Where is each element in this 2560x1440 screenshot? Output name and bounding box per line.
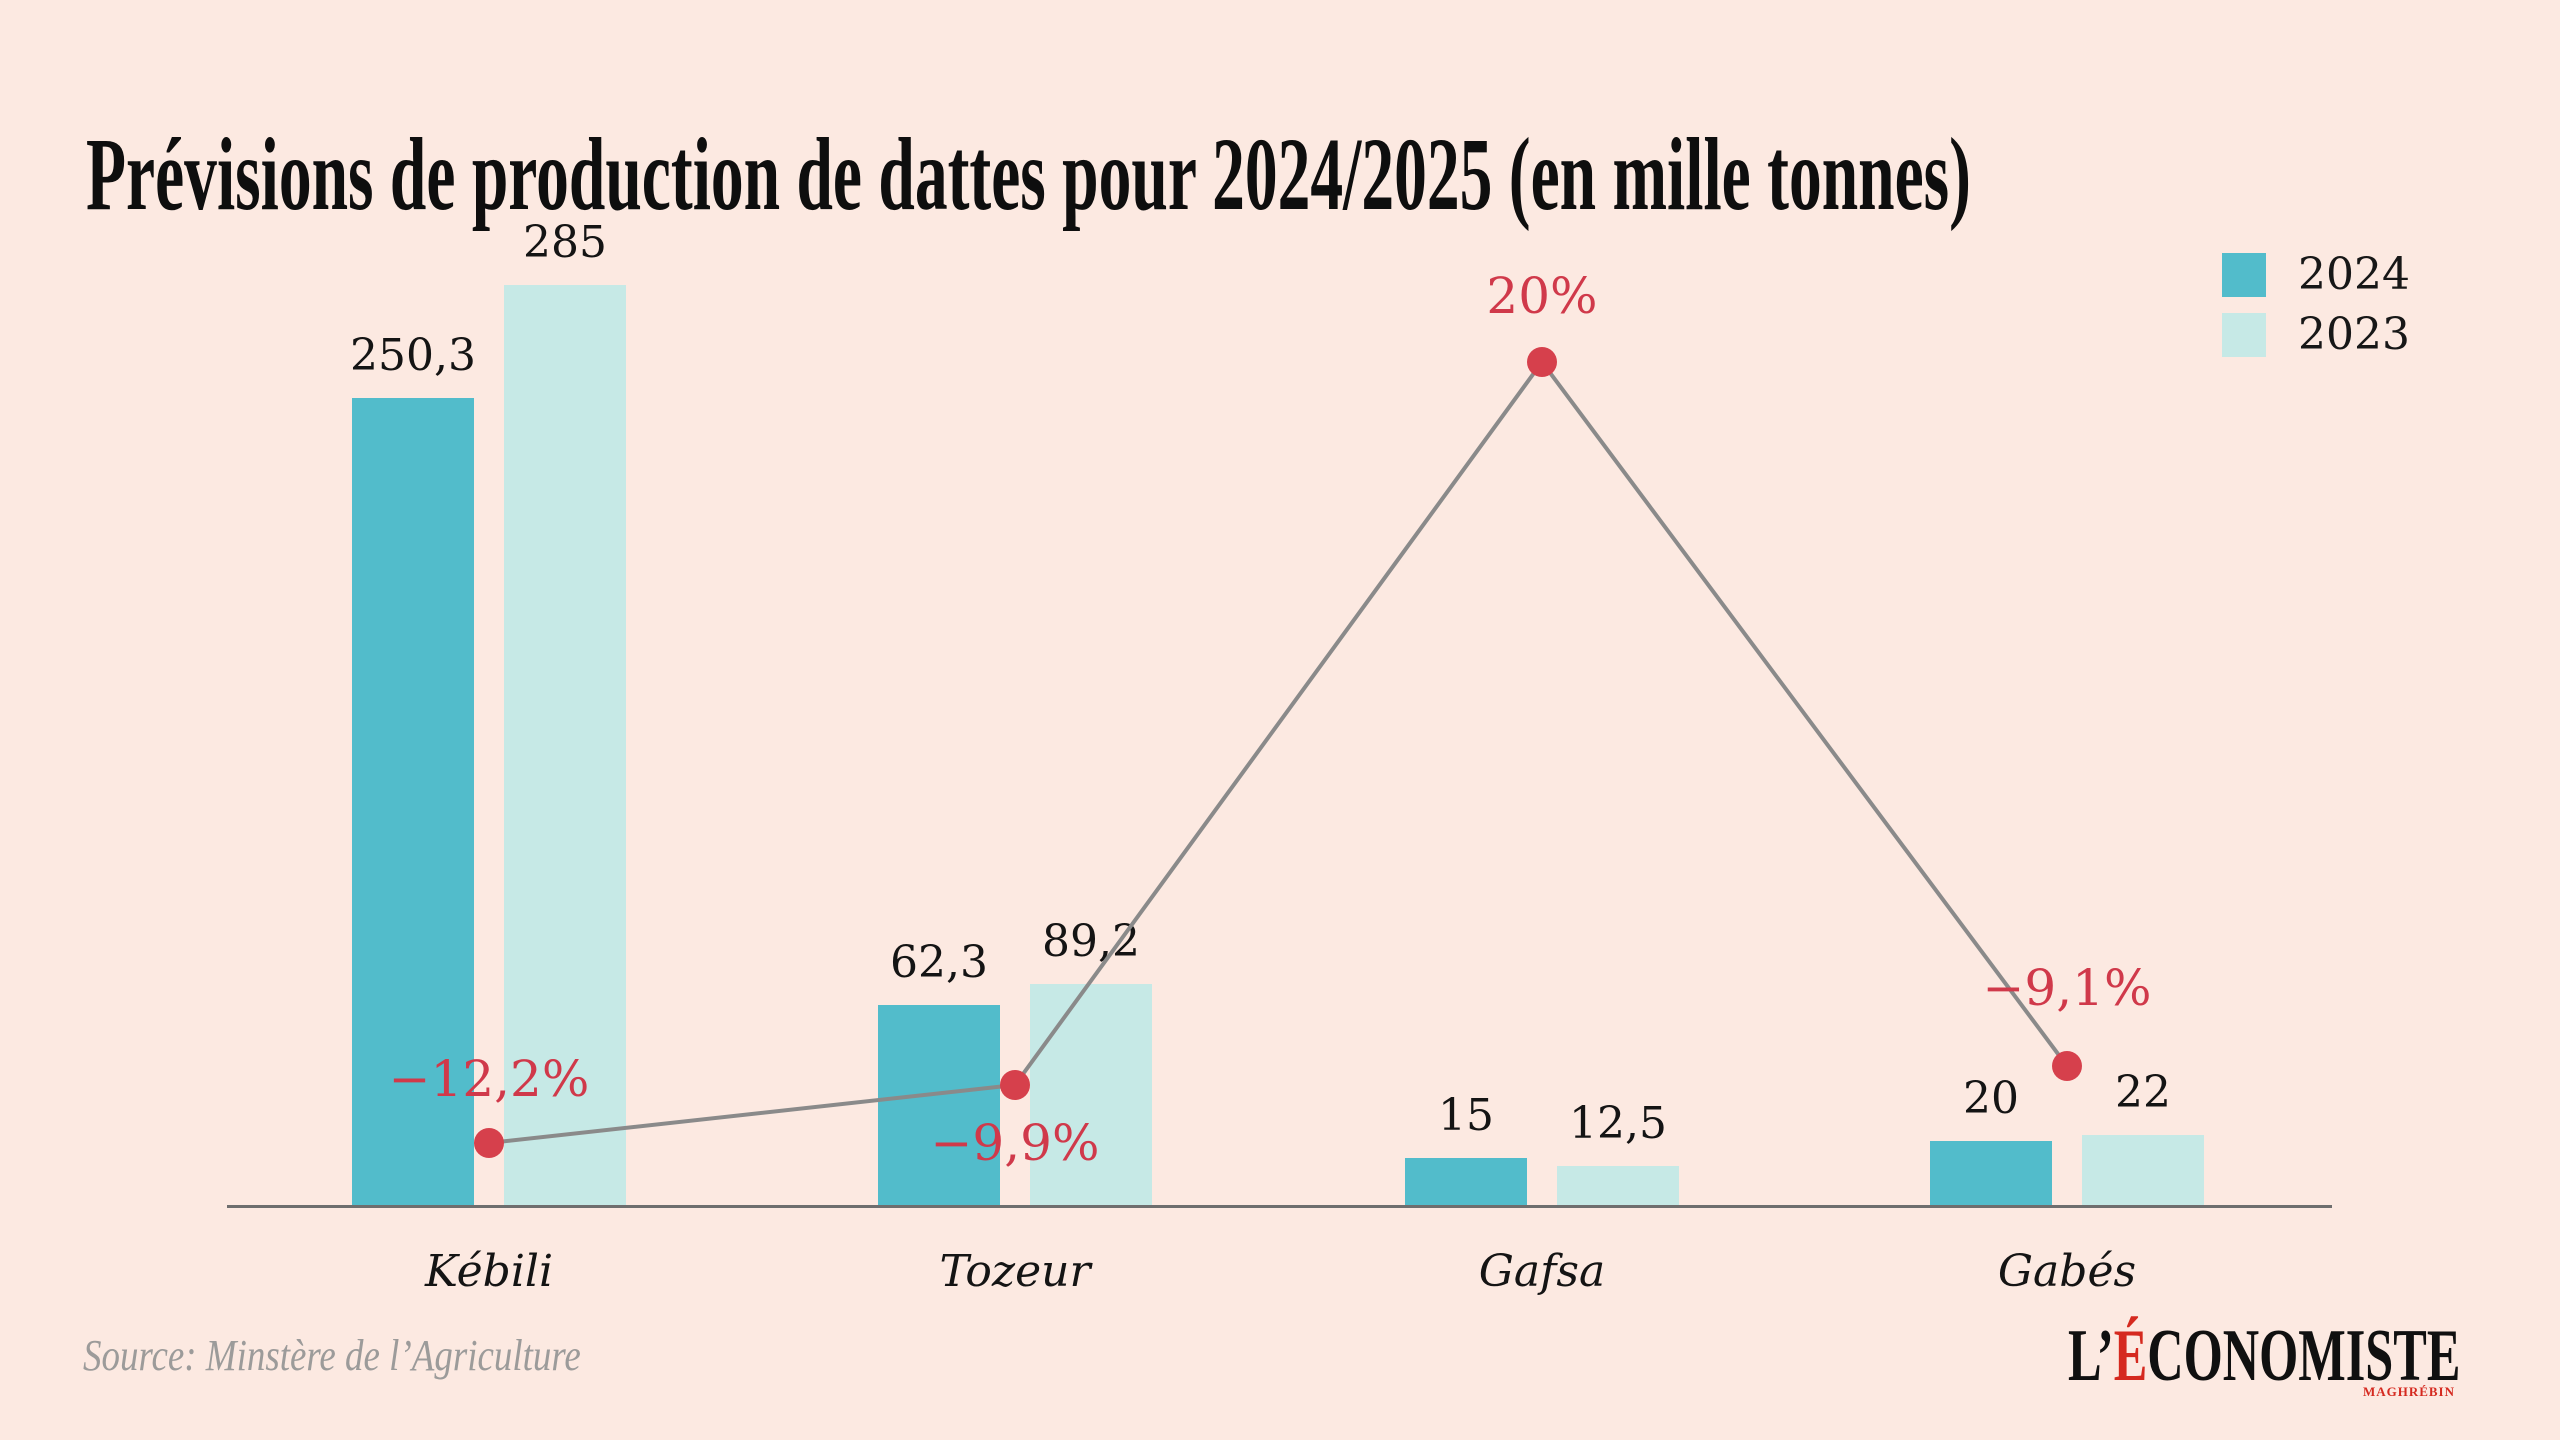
legend-item-2024: 2024 — [2222, 253, 2410, 297]
value-label-2023-kebili: 285 — [523, 217, 607, 268]
logo-prefix: L’ — [2068, 1315, 2114, 1397]
category-label-kebili: Kébili — [424, 1246, 554, 1297]
trend-point-tozeur — [1000, 1070, 1030, 1100]
logo-accent-letter: É — [2113, 1315, 2148, 1397]
trend-line — [488, 358, 2069, 1145]
logo-rest: CONOMISTE — [2147, 1315, 2461, 1397]
category-label-gabes: Gabés — [1997, 1246, 2137, 1297]
pct-label-gabes: −9,1% — [1982, 959, 2152, 1017]
x-axis-line — [227, 1205, 2332, 1208]
legend-item-2023: 2023 — [2222, 313, 2410, 357]
legend-swatch-2024 — [2222, 253, 2266, 297]
bar-2023-gabes — [2082, 1135, 2204, 1206]
trend-point-kebili — [474, 1128, 504, 1158]
legend: 2024 2023 — [2222, 253, 2410, 373]
legend-label-2024: 2024 — [2298, 249, 2410, 300]
legend-swatch-2023 — [2222, 313, 2266, 357]
pct-label-gafsa: 20% — [1486, 267, 1598, 325]
bar-2024-tozeur — [878, 1005, 1000, 1206]
logo-wordmark: L’ÉCONOMISTE — [2068, 1315, 2460, 1397]
pct-label-kebili: −12,2% — [388, 1050, 590, 1108]
bar-2024-gabes — [1930, 1141, 2052, 1206]
chart-title: Prévisions de production de dattes pour … — [86, 116, 1971, 232]
value-label-2024-kebili: 250,3 — [350, 330, 476, 381]
legend-label-2023: 2023 — [2298, 309, 2410, 360]
bar-2023-tozeur — [1030, 984, 1152, 1206]
source-note: Source: Minstère de l’Agriculture — [83, 1331, 581, 1380]
trend-point-gafsa — [1527, 347, 1557, 377]
publisher-logo: L’ÉCONOMISTE MAGHRÉBIN — [2068, 1315, 2460, 1404]
category-label-gafsa: Gafsa — [1478, 1246, 1606, 1297]
bar-2024-kebili — [352, 398, 474, 1206]
bar-2024-gafsa — [1405, 1158, 1527, 1206]
value-label-2023-gabes: 22 — [2115, 1067, 2171, 1118]
value-label-2023-tozeur: 89,2 — [1042, 916, 1140, 967]
bar-2023-gafsa — [1557, 1166, 1679, 1206]
logo-subtitle: MAGHRÉBIN — [2362, 1384, 2455, 1399]
pct-label-tozeur: −9,9% — [930, 1114, 1100, 1172]
value-label-2023-gafsa: 12,5 — [1569, 1098, 1667, 1149]
category-label-tozeur: Tozeur — [939, 1246, 1091, 1297]
